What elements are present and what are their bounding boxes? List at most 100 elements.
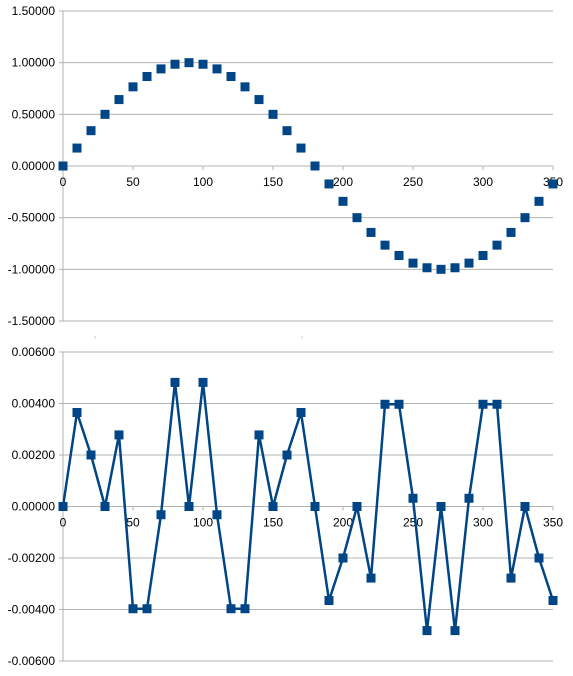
x-tick-label: 50 xyxy=(126,516,140,530)
data-point xyxy=(422,626,432,636)
y-tick-label: 0.00000 xyxy=(12,500,56,514)
data-point xyxy=(184,502,194,511)
data-point xyxy=(170,59,180,69)
chart-2: 0.00600 0.00400 0.00200 0.00000 -0.00200 -0.0… xyxy=(8,345,564,668)
x-tick-label: 150 xyxy=(263,516,283,530)
data-point xyxy=(268,109,278,119)
data-point xyxy=(478,399,488,409)
data-point xyxy=(408,258,418,268)
data-point xyxy=(212,64,222,74)
y-tick-label: -0.00200 xyxy=(8,551,56,565)
data-point xyxy=(310,502,320,511)
data-point xyxy=(114,430,124,440)
y-tick-label: 0.00600 xyxy=(12,345,56,359)
data-point xyxy=(254,430,264,440)
data-point xyxy=(128,82,138,92)
data-point xyxy=(86,126,96,136)
data-point xyxy=(436,502,446,511)
data-point xyxy=(478,250,488,260)
x-tick-label: 200 xyxy=(333,175,353,189)
data-point xyxy=(296,408,306,418)
data-point xyxy=(450,263,460,273)
data-point xyxy=(254,95,264,105)
data-point xyxy=(128,604,138,614)
x-tick-label: 0 xyxy=(60,175,67,189)
x-tick-label: 50 xyxy=(126,175,140,189)
data-point xyxy=(240,604,250,614)
data-point xyxy=(520,213,530,223)
x-tick-label: 250 xyxy=(403,175,423,189)
data-point xyxy=(156,64,166,74)
data-point xyxy=(534,553,544,563)
data-point xyxy=(58,161,68,171)
y-tick-label: 0.00000 xyxy=(12,159,56,173)
data-point xyxy=(394,250,404,260)
data-point xyxy=(534,196,544,206)
data-point xyxy=(240,82,250,92)
data-point xyxy=(156,510,166,520)
x-tick-label: 100 xyxy=(193,516,213,530)
data-point xyxy=(324,595,334,605)
data-point xyxy=(142,604,152,614)
data-point xyxy=(86,450,96,460)
data-point xyxy=(464,493,474,503)
y-tick-label: 0.00400 xyxy=(12,397,56,411)
data-point xyxy=(422,263,432,273)
x-tick-label: 200 xyxy=(333,516,353,530)
data-point xyxy=(492,240,502,250)
data-point xyxy=(366,573,376,583)
data-point xyxy=(324,179,334,189)
y-tick-label: -0.50000 xyxy=(8,211,56,225)
data-point xyxy=(72,408,82,418)
data-point xyxy=(100,502,110,511)
data-point xyxy=(58,502,68,511)
data-point xyxy=(520,502,530,511)
y-tick-label: 1.50000 xyxy=(12,4,56,18)
x-tick-label: 100 xyxy=(193,175,213,189)
data-point xyxy=(72,143,82,153)
data-point xyxy=(380,399,390,409)
data-point xyxy=(282,126,292,136)
data-point xyxy=(352,502,362,511)
y-tick-label: -0.00600 xyxy=(8,654,56,668)
data-point xyxy=(114,95,124,105)
y-tick-label: 0.50000 xyxy=(12,107,56,121)
data-point xyxy=(226,604,236,614)
data-point xyxy=(100,109,110,119)
x-tick-label: 0 xyxy=(60,516,67,530)
data-point xyxy=(296,143,306,153)
data-point xyxy=(226,72,236,82)
data-point xyxy=(310,161,320,171)
y-tick-label: 1.00000 xyxy=(12,56,56,70)
data-point xyxy=(212,510,222,520)
data-point xyxy=(450,626,460,636)
data-point xyxy=(408,493,418,503)
data-point xyxy=(366,227,376,237)
x-tick-label: 300 xyxy=(473,516,493,530)
data-point xyxy=(506,227,516,237)
data-point xyxy=(352,213,362,223)
data-point xyxy=(436,264,446,274)
data-point xyxy=(548,179,558,189)
y-tick-label: -0.00400 xyxy=(8,603,56,617)
data-point xyxy=(338,553,348,563)
y-tick-label: 0.00200 xyxy=(12,448,56,462)
data-point xyxy=(282,450,292,460)
data-point xyxy=(492,399,502,409)
data-point xyxy=(464,258,474,268)
data-point xyxy=(142,72,152,82)
data-point xyxy=(548,595,558,605)
data-point xyxy=(198,59,208,69)
data-point xyxy=(198,377,208,387)
chart-1: 1.50000 1.00000 0.50000 0.00000 -0.50000 -1.0… xyxy=(8,4,564,328)
data-point xyxy=(184,58,194,68)
data-point xyxy=(394,399,404,409)
data-point xyxy=(170,377,180,387)
x-tick-label: 150 xyxy=(263,175,283,189)
x-tick-label: 300 xyxy=(473,175,493,189)
data-point xyxy=(380,240,390,250)
x-tick-label: 350 xyxy=(543,516,563,530)
y-tick-label: -1.50000 xyxy=(8,314,56,328)
x-tick-label: 250 xyxy=(403,516,423,530)
